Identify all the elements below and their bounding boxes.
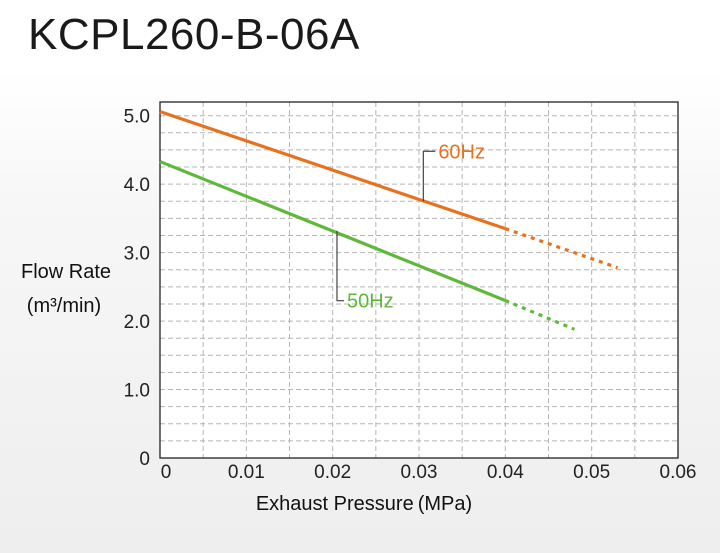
series-line-60Hz: [159, 110, 506, 231]
chart-title: KCPL260-B-06A: [28, 10, 360, 59]
leader-line-60Hz: [422, 150, 436, 202]
x-tick-label: 0.05: [573, 462, 610, 483]
series-label-50Hz: 50Hz: [347, 291, 394, 313]
x-tick-label: 0.03: [401, 462, 438, 483]
x-tick-label: 0.04: [487, 462, 524, 483]
y-tick-label: 0: [139, 449, 150, 470]
plot-border: [159, 101, 679, 459]
x-tick-label: 0.01: [228, 462, 265, 483]
y-tick-label: 4.0: [124, 175, 150, 196]
y-tick-label: 5.0: [124, 107, 150, 128]
tick-labels: 0 1.0 2.0 3.0 4.0 5.0 0 0.01 0.02 0.03 0.04 0.05 0.0…: [124, 107, 697, 483]
series-group: 60Hz 50Hz: [159, 110, 619, 331]
y-tick-label: 1.0: [124, 381, 150, 402]
y-axis-label-line2: (m³/min): [27, 295, 101, 317]
y-axis-label-line1: Flow Rate: [21, 261, 111, 283]
series-extrapolation-50Hz: [504, 299, 576, 331]
x-tick-label: 0.02: [314, 462, 351, 483]
x-tick-label: 0.06: [660, 462, 697, 483]
x-tick-label: 0: [161, 462, 172, 483]
series-extrapolation-60Hz: [504, 227, 619, 270]
series-line-50Hz: [159, 160, 506, 303]
grid: [160, 102, 678, 458]
y-tick-label: 2.0: [124, 312, 150, 333]
y-tick-label: 3.0: [124, 244, 150, 265]
x-axis-label: Exhaust Pressure (MPa): [256, 493, 472, 515]
leader-line-50Hz: [336, 230, 344, 302]
series-label-60Hz: 60Hz: [438, 141, 485, 163]
